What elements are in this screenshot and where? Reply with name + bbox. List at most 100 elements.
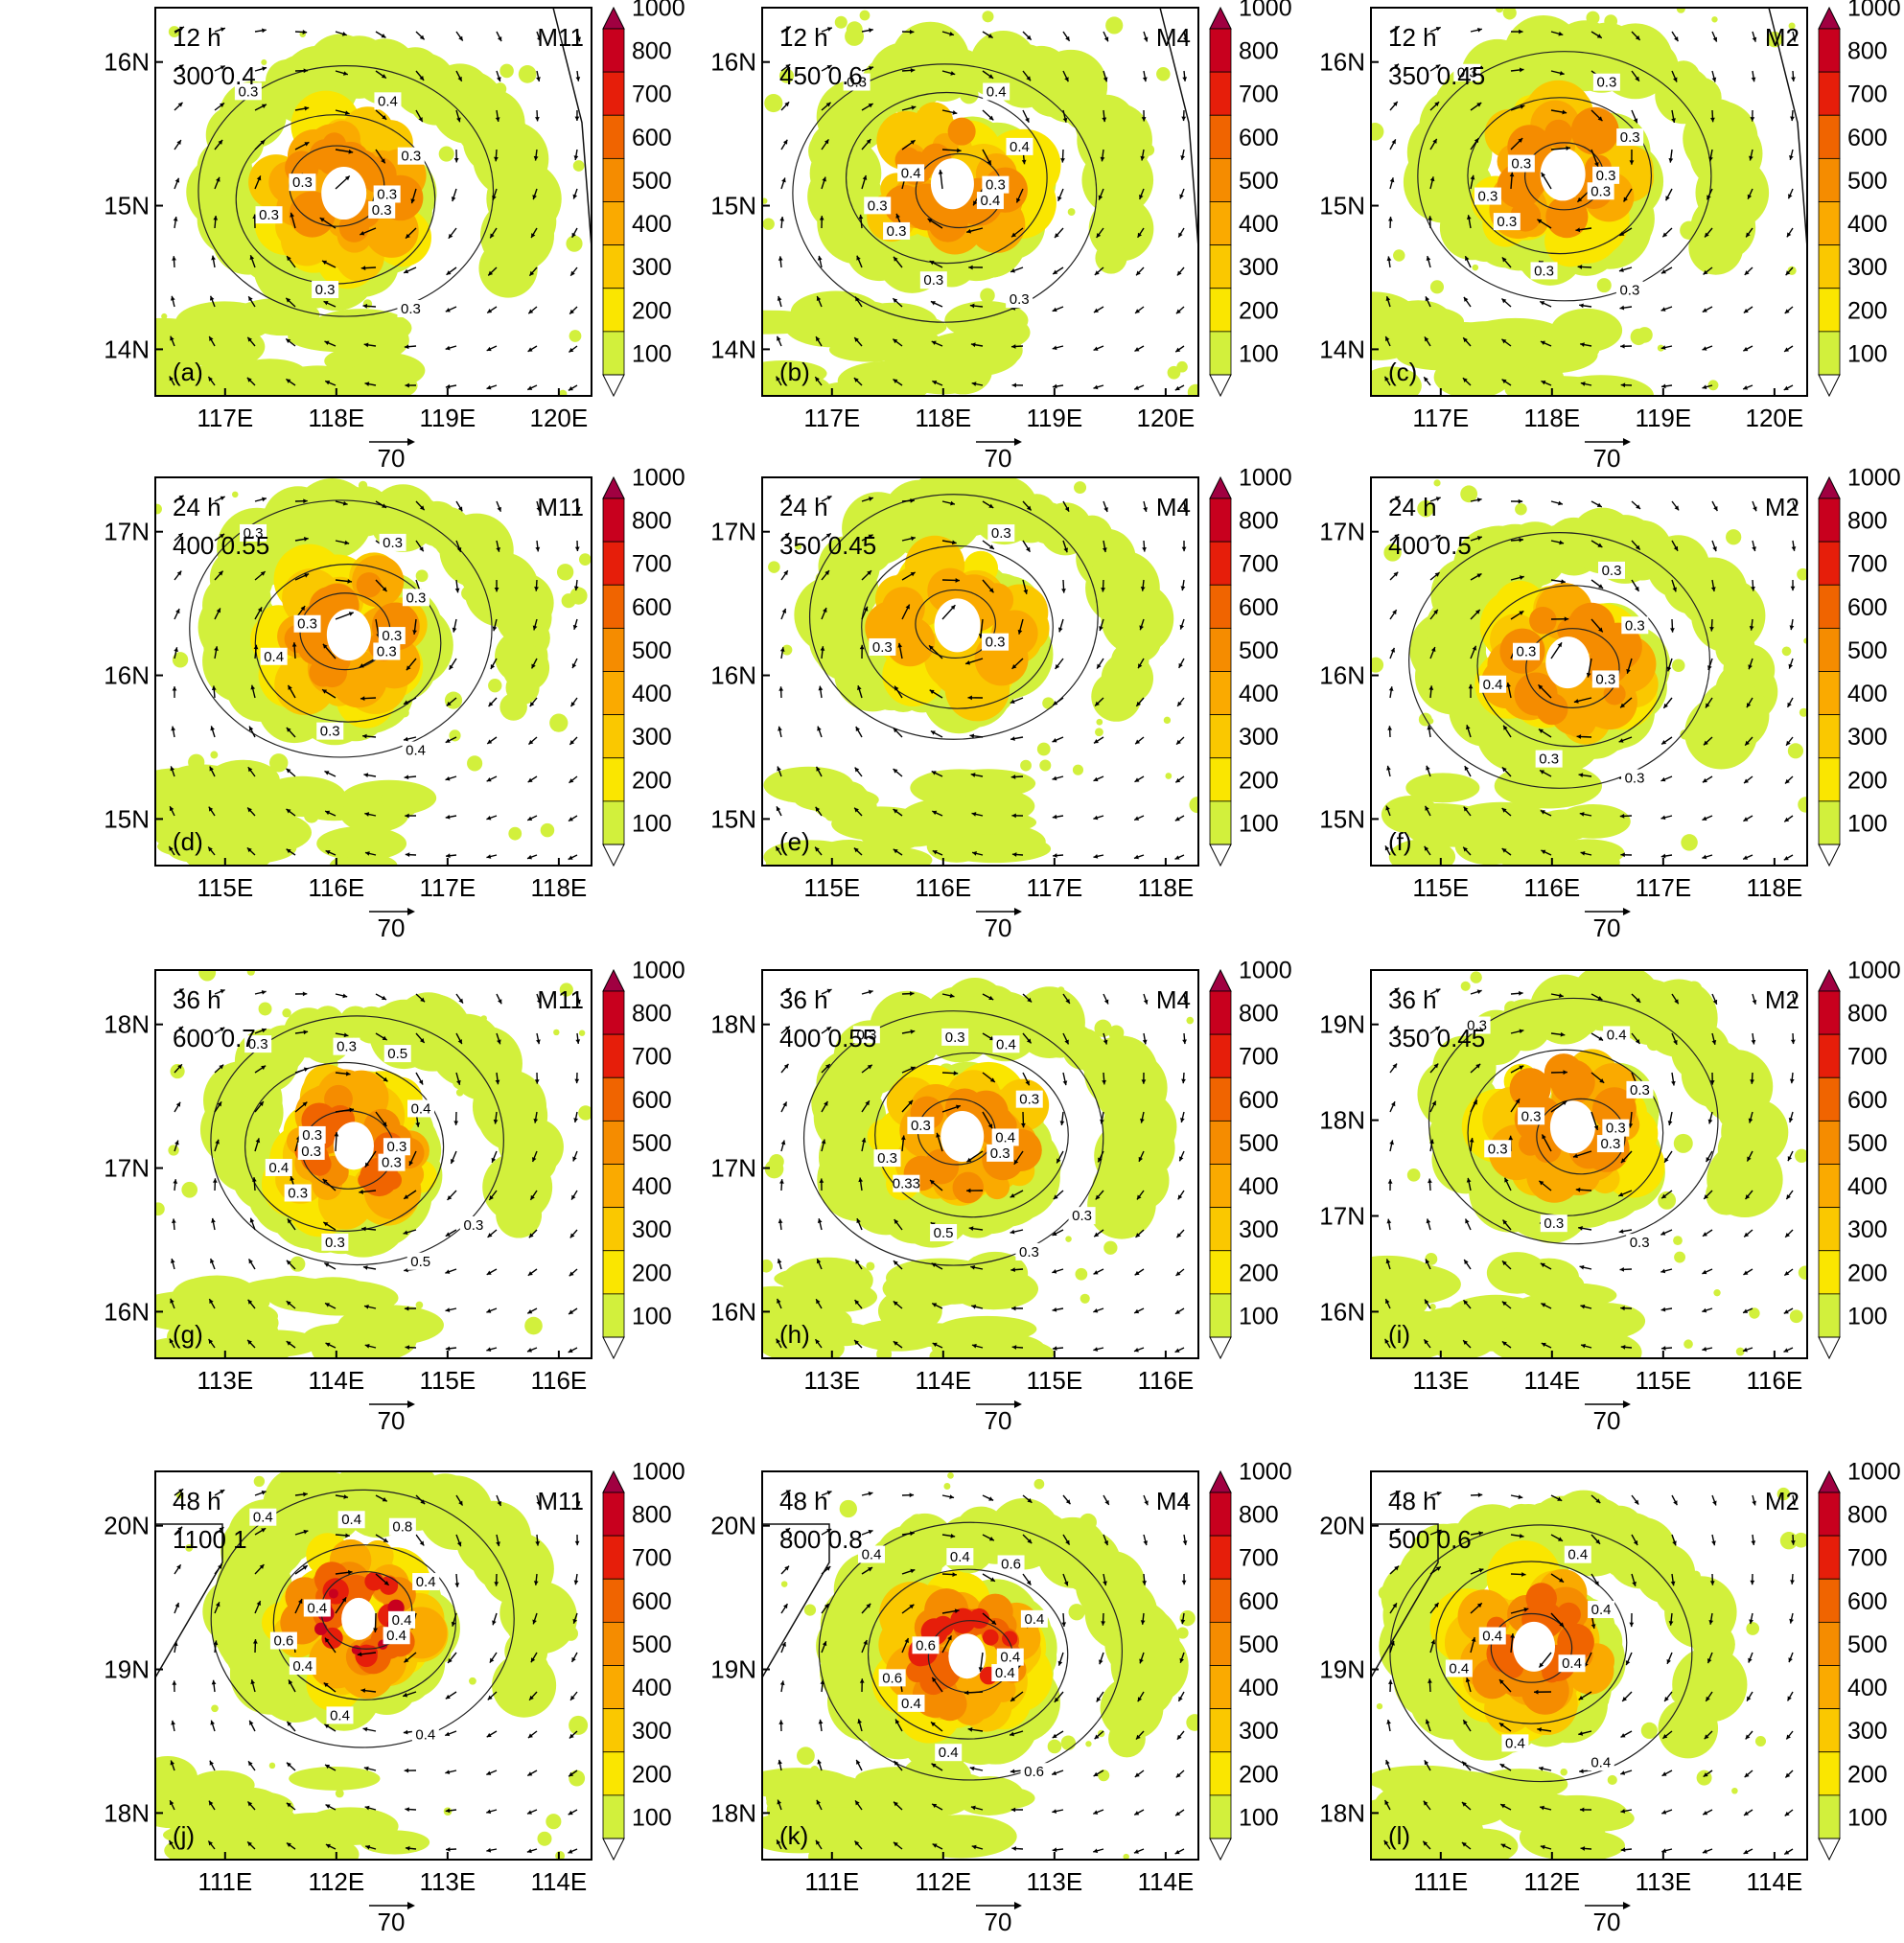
lon-tick-label: 113E bbox=[197, 1366, 253, 1395]
precip-field: 0.30.30.40.30.30.30.30.30.3 bbox=[1371, 970, 1807, 1358]
max-values-label: 300 0.4 bbox=[173, 61, 256, 90]
lon-tick-label: 114E bbox=[1746, 1867, 1802, 1896]
contour-label: 0.3 bbox=[1606, 1121, 1626, 1137]
lon-tick-label: 113E bbox=[803, 1366, 860, 1395]
colorbar-label: 400 bbox=[1847, 1173, 1888, 1200]
colorbar-label: 700 bbox=[632, 551, 672, 578]
colorbar-label: 1000 bbox=[632, 464, 685, 491]
lat-tick-label: 18N bbox=[710, 1798, 756, 1827]
lon-tick-label: 118E bbox=[1137, 873, 1194, 902]
panel-label: (d) bbox=[173, 827, 203, 856]
colorbar-label: 400 bbox=[1847, 1675, 1888, 1701]
time-label: 48 h bbox=[779, 1487, 828, 1515]
contour-label: 0.3 bbox=[1630, 1082, 1650, 1099]
colorbar-label: 800 bbox=[632, 1001, 672, 1028]
colorbar-label: 500 bbox=[1847, 1631, 1888, 1658]
colorbar-label: 500 bbox=[1847, 1130, 1888, 1157]
model-label: M2 bbox=[1765, 23, 1800, 52]
lon-tick-label: 115E bbox=[1026, 1366, 1082, 1395]
contour-label: 0.4 bbox=[987, 84, 1007, 101]
panel-label: (g) bbox=[173, 1320, 203, 1349]
model-label: M4 bbox=[1156, 1487, 1191, 1515]
time-label: 48 h bbox=[173, 1487, 221, 1515]
contour-label: 0.4 bbox=[253, 1510, 273, 1526]
colorbar-label: 1000 bbox=[1239, 464, 1292, 491]
lat-tick-label: 19N bbox=[1319, 1010, 1365, 1039]
colorbar-label: 800 bbox=[1847, 1502, 1888, 1529]
reference-vector-label: 70 bbox=[985, 1908, 1012, 1936]
contour-label: 0.3 bbox=[1517, 644, 1537, 660]
wind-vectors bbox=[776, 1490, 1189, 1855]
contour-label: 0.3 bbox=[297, 616, 317, 633]
lon-tick-label: 115E bbox=[1412, 873, 1469, 902]
lat-tick-label: 18N bbox=[1319, 1106, 1365, 1135]
lon-tick-label: 120E bbox=[1746, 404, 1804, 432]
colorbar: 100 200 300 400 500 600 700 800 1000 bbox=[602, 957, 685, 1360]
colorbar-label: 500 bbox=[1847, 637, 1888, 664]
contour-label: 0.3 bbox=[315, 282, 336, 298]
contour-label: 0.4 bbox=[416, 1574, 436, 1590]
colorbar-label: 100 bbox=[1239, 810, 1279, 837]
lon-tick-label: 112E bbox=[308, 1867, 364, 1896]
precip-field: 0.30.30.30.30.30.30.30.30.30.3 bbox=[1371, 8, 1807, 396]
model-label: M2 bbox=[1765, 1487, 1800, 1515]
contour-label: 0.3 bbox=[1511, 156, 1531, 173]
contour-label: 0.3 bbox=[288, 1185, 308, 1201]
colorbar-label: 700 bbox=[1239, 1044, 1279, 1071]
contour-label: 0.4 bbox=[939, 1745, 959, 1761]
colorbar: 100 200 300 400 500 600 700 800 1000 bbox=[1209, 464, 1292, 867]
contour-label: 0.3 bbox=[1534, 263, 1554, 279]
wind-vectors bbox=[1384, 496, 1798, 861]
colorbar-label: 200 bbox=[632, 1761, 672, 1788]
contour-label: 0.4 bbox=[1505, 1735, 1525, 1751]
max-values-label: 800 0.8 bbox=[779, 1525, 863, 1554]
colorbar-label: 600 bbox=[1239, 1588, 1279, 1615]
colorbar-label: 300 bbox=[632, 254, 672, 281]
precip-field: 0.30.40.30.40.30.30.30.30.3 bbox=[155, 477, 592, 866]
plot-frame bbox=[154, 969, 592, 1359]
model-label: M11 bbox=[537, 1487, 584, 1515]
lat-tick-label: 18N bbox=[710, 1010, 756, 1039]
contour-label: 0.3 bbox=[377, 186, 397, 202]
wind-vectors bbox=[169, 987, 581, 1353]
contour-label: 0.3 bbox=[259, 207, 279, 223]
lat-tick-label: 20N bbox=[1319, 1512, 1365, 1540]
colorbar-label: 100 bbox=[1239, 340, 1279, 367]
colorbar-label: 1000 bbox=[1847, 0, 1901, 21]
contour-label: 0.3 bbox=[382, 1155, 402, 1171]
precip-field: 0.40.60.60.60.60.40.40.40.40.40.4 bbox=[762, 1471, 1198, 1860]
colorbar-label: 600 bbox=[632, 1087, 672, 1114]
colorbar-label: 800 bbox=[632, 1502, 672, 1529]
colorbar: 100 200 300 400 500 600 700 800 1000 bbox=[1209, 1458, 1292, 1862]
lat-tick-label: 17N bbox=[710, 1154, 756, 1183]
colorbar-label: 500 bbox=[1239, 637, 1279, 664]
contour-label: 0.3 bbox=[1596, 75, 1616, 91]
colorbar-label: 1000 bbox=[632, 0, 685, 21]
colorbar-label: 400 bbox=[632, 681, 672, 707]
colorbar-label: 800 bbox=[1239, 1502, 1279, 1529]
lat-tick-label: 16N bbox=[1319, 48, 1365, 77]
contour-label: 0.3 bbox=[1457, 65, 1477, 81]
contour-label: 0.3 bbox=[856, 1027, 876, 1043]
contour-label: 0.3 bbox=[911, 1118, 931, 1134]
lon-tick-label: 115E bbox=[803, 873, 860, 902]
colorbar-label: 700 bbox=[1847, 551, 1888, 578]
contour-label: 0.4 bbox=[292, 1658, 313, 1675]
precip-field: 0.40.60.80.40.40.40.40.40.40.40.4 bbox=[155, 1471, 592, 1860]
lat-tick-label: 16N bbox=[1319, 1297, 1365, 1326]
contour-label: 0.3 bbox=[301, 1144, 321, 1160]
colorbar-label: 300 bbox=[1239, 724, 1279, 751]
lon-tick-label: 118E bbox=[530, 873, 587, 902]
lon-tick-label: 118E bbox=[1523, 404, 1580, 432]
contour-label: 0.4 bbox=[950, 1549, 970, 1565]
colorbar-label: 200 bbox=[1239, 767, 1279, 794]
colorbar-label: 400 bbox=[632, 211, 672, 238]
contour-label: 0.3 bbox=[1019, 1092, 1039, 1108]
model-label: M4 bbox=[1156, 985, 1191, 1014]
panel-f: 0.3 0.4 0.3 0.3 0.3 0.3 0.3 24 h 400 0.5 M2 (f)115… bbox=[1319, 464, 1900, 942]
lon-tick-label: 118E bbox=[915, 404, 971, 432]
colorbar-label: 500 bbox=[1239, 168, 1279, 195]
contour-label: 0.3 bbox=[1539, 752, 1559, 768]
